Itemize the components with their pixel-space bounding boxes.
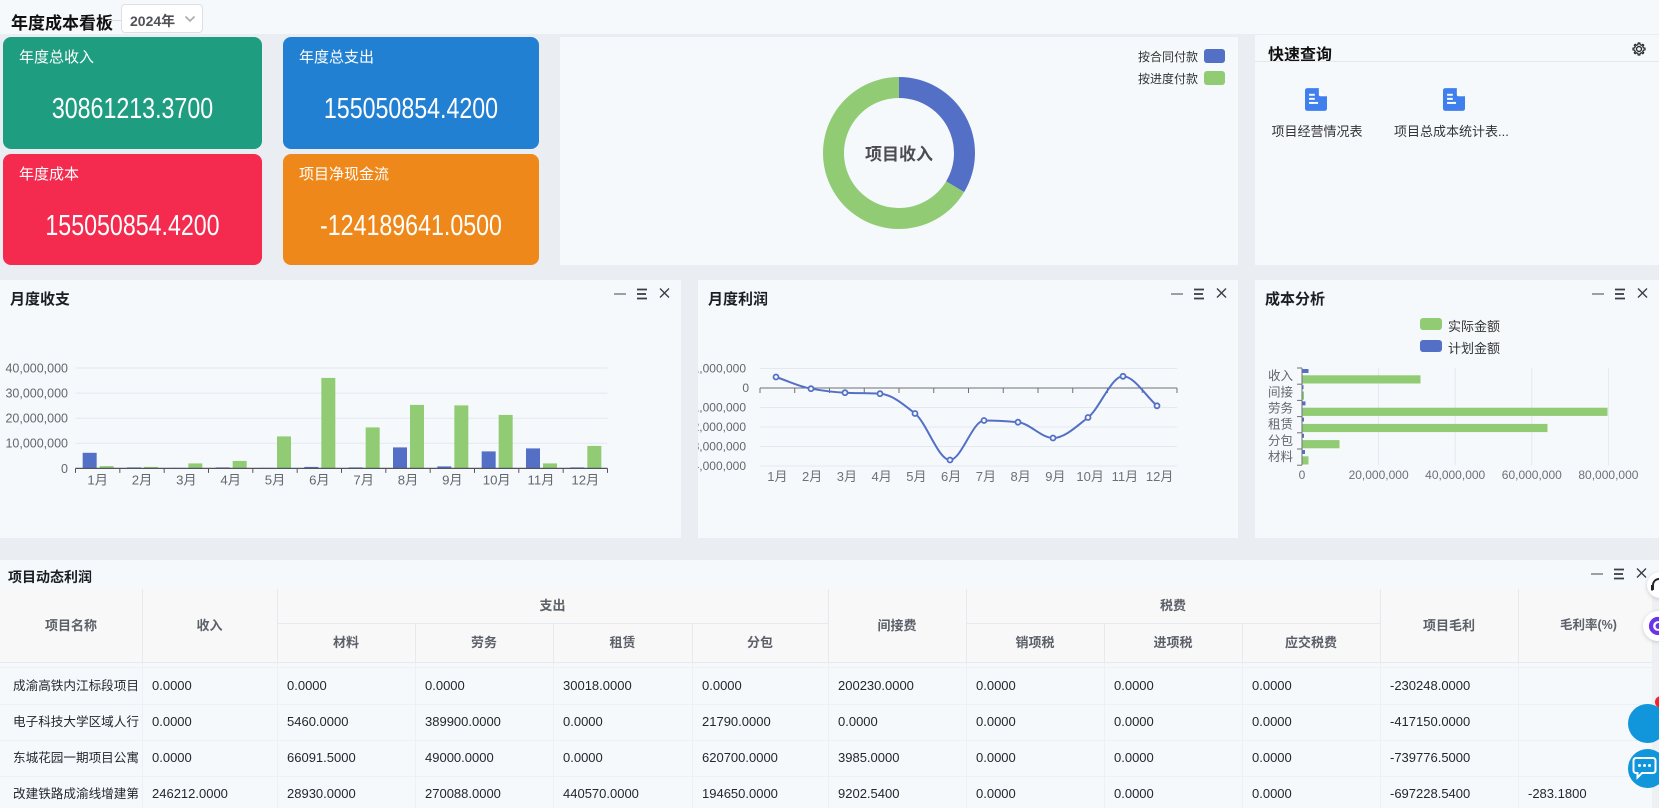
svg-text:20,000,000: 20,000,000 xyxy=(1349,468,1409,482)
svg-text:分包: 分包 xyxy=(1268,434,1293,448)
svg-text:10,000,000: 10,000,000 xyxy=(5,437,68,451)
svg-text:30,000,000: 30,000,000 xyxy=(5,387,68,401)
svg-text:材料: 材料 xyxy=(1268,450,1294,464)
svg-text:40,000,000: 40,000,000 xyxy=(1425,468,1485,482)
svg-text:5月: 5月 xyxy=(906,469,926,484)
svg-text:0: 0 xyxy=(61,462,68,476)
svg-text:10月: 10月 xyxy=(483,473,511,488)
svg-text:7月: 7月 xyxy=(353,473,374,488)
svg-text:40,000,000: 40,000,000 xyxy=(5,361,68,375)
svg-text:1,000,000: 1,000,000 xyxy=(698,362,746,376)
svg-text:3月: 3月 xyxy=(176,473,197,488)
svg-text:1月: 1月 xyxy=(87,473,108,488)
svg-text:0: 0 xyxy=(742,381,749,395)
svg-text:10月: 10月 xyxy=(1076,469,1103,484)
svg-text:3月: 3月 xyxy=(837,469,857,484)
svg-text:-2,000,000: -2,000,000 xyxy=(698,420,746,434)
svg-text:9月: 9月 xyxy=(442,473,463,488)
svg-text:租赁: 租赁 xyxy=(1268,418,1293,432)
svg-text:-1,000,000: -1,000,000 xyxy=(698,401,746,415)
svg-text:-4,000,000: -4,000,000 xyxy=(698,459,746,473)
svg-text:11月: 11月 xyxy=(1112,469,1139,484)
svg-text:4月: 4月 xyxy=(872,469,892,484)
svg-text:80,000,000: 80,000,000 xyxy=(1578,468,1638,482)
svg-text:12月: 12月 xyxy=(1146,469,1173,484)
svg-text:8月: 8月 xyxy=(1011,469,1031,484)
svg-text:8月: 8月 xyxy=(398,473,419,488)
svg-text:2月: 2月 xyxy=(132,473,153,488)
svg-text:60,000,000: 60,000,000 xyxy=(1502,468,1562,482)
svg-text:劳务: 劳务 xyxy=(1268,401,1293,416)
svg-text:-3,000,000: -3,000,000 xyxy=(698,440,746,454)
svg-text:收入: 收入 xyxy=(1268,369,1294,383)
svg-text:0: 0 xyxy=(1299,468,1306,482)
svg-text:9月: 9月 xyxy=(1045,469,1065,484)
svg-text:6月: 6月 xyxy=(941,469,961,484)
svg-text:1月: 1月 xyxy=(767,469,787,484)
svg-text:6月: 6月 xyxy=(309,473,330,488)
svg-text:7月: 7月 xyxy=(976,469,996,484)
svg-text:4月: 4月 xyxy=(220,473,241,488)
svg-text:11月: 11月 xyxy=(528,473,555,488)
svg-text:间接: 间接 xyxy=(1268,384,1294,399)
svg-text:12月: 12月 xyxy=(571,473,599,488)
svg-text:5月: 5月 xyxy=(265,473,286,488)
svg-text:20,000,000: 20,000,000 xyxy=(5,412,68,426)
svg-text:2月: 2月 xyxy=(802,469,822,484)
